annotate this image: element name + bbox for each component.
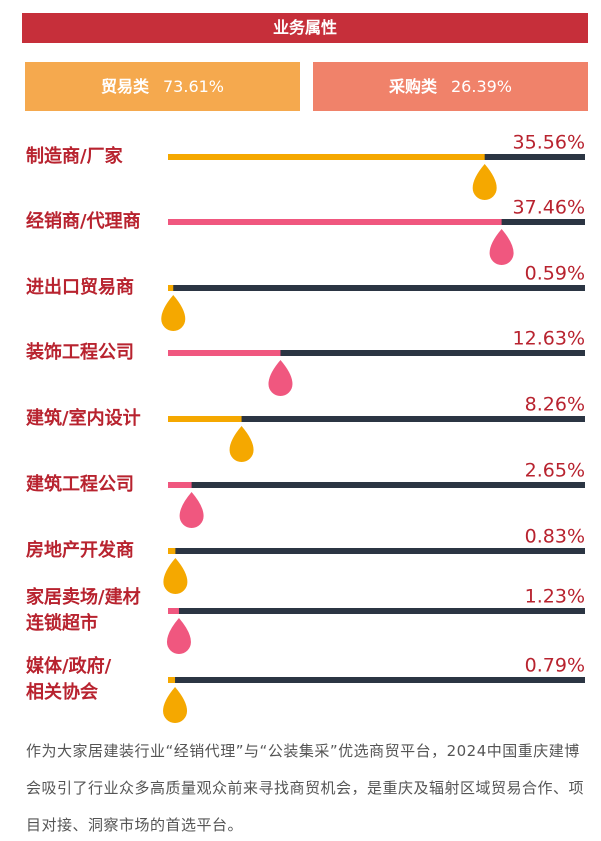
- category-label: 装饰工程公司: [26, 342, 134, 363]
- summary-label: 采购类: [388, 77, 437, 96]
- drop-marker: [229, 426, 254, 462]
- drop-marker: [179, 492, 204, 528]
- bar-track: [168, 350, 585, 356]
- bar: [168, 677, 176, 683]
- bar: [168, 548, 176, 554]
- summary-value: 73.61%: [163, 77, 225, 96]
- value-label: 0.79%: [525, 655, 585, 677]
- category-label: 制造商/厂家: [26, 146, 123, 167]
- bar-track: [168, 608, 585, 614]
- bar: [168, 154, 485, 160]
- category-label: 进出口贸易商: [26, 277, 134, 298]
- drop-marker: [166, 618, 191, 654]
- category-label: 媒体/政府/ 相关协会: [26, 656, 112, 703]
- bar: [168, 608, 179, 614]
- bar: [168, 285, 174, 291]
- category-label: 家居卖场/建材 连锁超市: [26, 587, 141, 634]
- value-label: 1.23%: [525, 586, 585, 608]
- category-label: 房地产开发商: [26, 540, 134, 561]
- drop-marker: [161, 295, 186, 331]
- bar: [168, 219, 502, 225]
- drop-marker: [268, 360, 293, 396]
- category-label: 建筑/室内设计: [26, 408, 141, 429]
- category-label: 建筑工程公司: [26, 474, 134, 495]
- drop-marker: [163, 558, 188, 594]
- bar-track: [168, 285, 585, 291]
- bar-track: [168, 677, 585, 683]
- summary-value: 26.39%: [451, 77, 513, 96]
- summary-label: 贸易类: [100, 77, 149, 96]
- value-label: 37.46%: [513, 197, 585, 219]
- value-label: 0.83%: [525, 526, 585, 548]
- value-label: 0.59%: [525, 263, 585, 285]
- value-label: 8.26%: [525, 394, 585, 416]
- drop-marker: [472, 164, 497, 201]
- value-label: 2.65%: [525, 460, 585, 482]
- bar-track: [168, 416, 585, 422]
- chart-title: 业务属性: [22, 13, 588, 43]
- footnote: 作为大家居建装行业“经销代理”与“公装集采”优选商贸平台，2024中国重庆建博会…: [26, 742, 585, 834]
- summary-box: 贸易类 73.61%: [25, 62, 300, 111]
- bar: [168, 416, 242, 422]
- bar-track: [168, 482, 585, 488]
- drop-marker: [163, 687, 188, 723]
- bar: [168, 350, 281, 356]
- value-label: 12.63%: [513, 328, 585, 350]
- bar-track: [168, 548, 585, 554]
- summary-box: 采购类 26.39%: [313, 62, 588, 111]
- category-label: 经销商/代理商: [26, 211, 141, 232]
- drop-marker: [489, 229, 514, 266]
- bar: [168, 482, 192, 488]
- value-label: 35.56%: [513, 132, 585, 154]
